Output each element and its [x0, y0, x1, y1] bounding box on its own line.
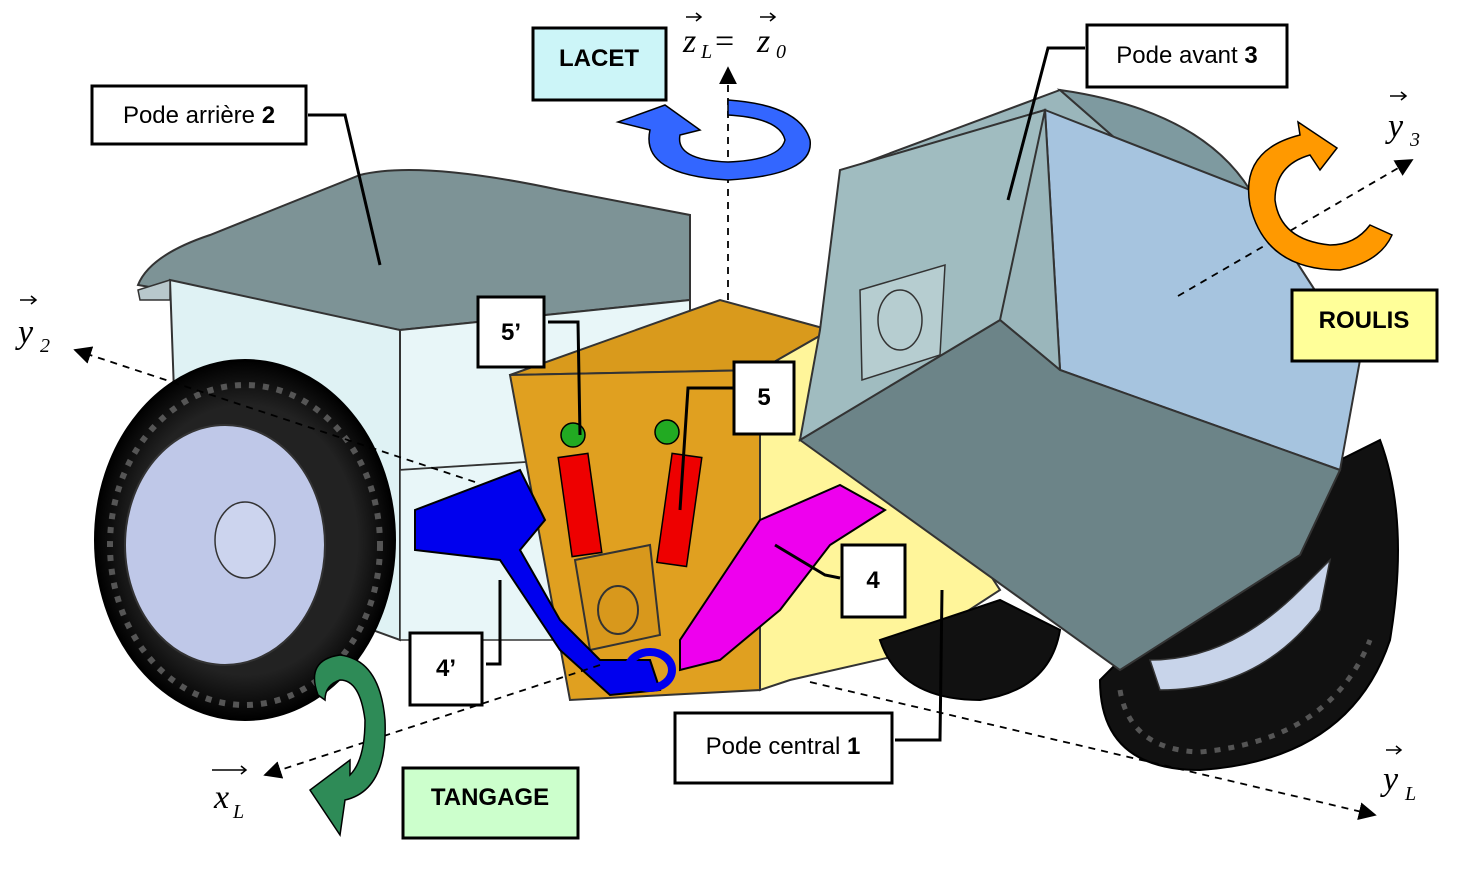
axis-y2-main: y — [15, 314, 34, 351]
axes — [73, 66, 1414, 821]
roulis-label: ROULIS — [1319, 307, 1410, 334]
leader-pode-avant — [1006, 46, 1085, 201]
central-wheel — [878, 598, 1062, 702]
rear-left-wheel — [94, 359, 396, 721]
leader-4 — [774, 543, 841, 580]
tangage-rotation-arrow — [308, 654, 386, 838]
axis-zL-main: z — [682, 23, 696, 60]
lacet-rotation-arrow — [615, 99, 811, 181]
label-pode-avant: Pode avant 3 — [1085, 23, 1289, 89]
leader-5prime — [548, 320, 582, 436]
svg-text:Pode avant 3: Pode avant 3 — [1116, 42, 1257, 69]
axis-yL-line — [809, 681, 1377, 821]
label-5prime-text: 5’ — [501, 319, 521, 346]
leader-pode-arriere — [308, 113, 382, 266]
arm-4prime — [414, 468, 676, 697]
leader-pode-central — [895, 589, 944, 742]
svg-text:Pode arrière 2: Pode arrière 2 — [123, 102, 275, 129]
axis-label-y3: y 3 — [1385, 91, 1420, 151]
arm-4 — [679, 483, 887, 672]
lacet-label: LACET — [559, 45, 639, 72]
axis-label-zL: z L = z 0 — [682, 12, 786, 63]
roulis-rotation-arrow — [1247, 120, 1393, 271]
axis-xL-main: x — [213, 779, 229, 816]
label-4prime-text: 4’ — [436, 655, 456, 682]
axis-z0-sub: 0 — [776, 41, 786, 63]
axis-label-xL: x L — [212, 765, 248, 823]
axis-zL-eq: = — [715, 23, 734, 60]
leader-lines — [308, 46, 1085, 742]
label-4: 4 — [840, 543, 907, 619]
label-5-text: 5 — [757, 384, 770, 411]
axis-label-yL: y L — [1380, 745, 1416, 805]
label-4prime: 4’ — [408, 631, 484, 707]
front-right-wheel — [1098, 438, 1399, 772]
label-5prime: 5’ — [476, 295, 546, 369]
label-pode-arriere: Pode arrière 2 — [90, 84, 308, 146]
label-4-text: 4 — [866, 567, 880, 594]
tangage-label: TANGAGE — [431, 784, 549, 811]
jack-5prime — [557, 422, 603, 558]
label-pode-central-num: 1 — [847, 733, 860, 760]
roulis-box: ROULIS — [1290, 288, 1439, 363]
lacet-box: LACET — [531, 26, 668, 102]
label-pode-central: Pode central 1 — [673, 711, 894, 785]
axis-zL-sub: L — [700, 41, 712, 63]
svg-text:Pode central 1: Pode central 1 — [706, 733, 861, 760]
axis-yL-sub: L — [1404, 783, 1416, 805]
axis-y2-line — [73, 346, 476, 483]
leader-4prime — [486, 580, 502, 666]
axis-yL-main: y — [1380, 761, 1399, 798]
axis-xL-line — [263, 664, 601, 779]
axis-y3-sub: 3 — [1409, 129, 1420, 151]
label-5: 5 — [732, 360, 796, 436]
label-pode-arriere-num: 2 — [262, 102, 275, 129]
axis-z0-main: z — [756, 23, 770, 60]
label-pode-central-text: Pode central — [706, 733, 847, 760]
front-pod — [798, 88, 1362, 672]
axis-xL-sub: L — [232, 801, 244, 823]
label-pode-arriere-text: Pode arrière — [123, 102, 262, 129]
axis-label-y2: y 2 — [15, 295, 50, 357]
tangage-box: TANGAGE — [401, 766, 580, 840]
label-pode-avant-text: Pode avant — [1116, 42, 1244, 69]
axis-y2-sub: 2 — [40, 335, 50, 357]
label-pode-avant-num: 3 — [1244, 42, 1257, 69]
axis-y3-line — [1177, 159, 1414, 297]
axis-y3-main: y — [1385, 108, 1404, 145]
leader-5 — [678, 386, 735, 511]
